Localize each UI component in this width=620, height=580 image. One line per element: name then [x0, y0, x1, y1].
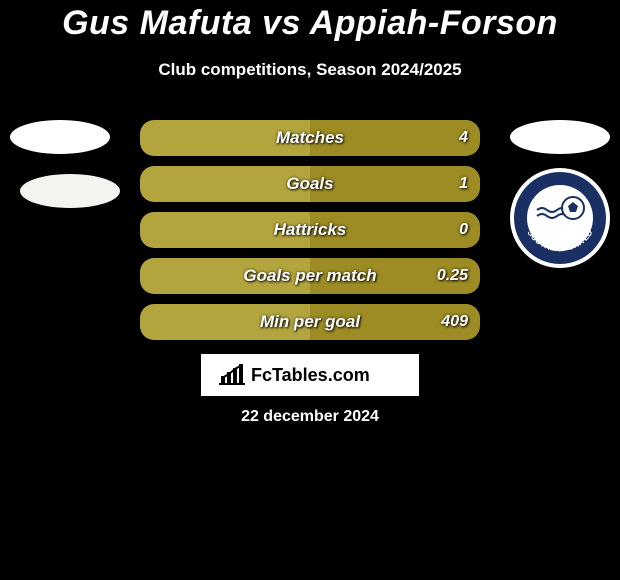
player2-club-badge: SOUTHEND UNITED	[510, 168, 610, 268]
brand-logo: FcTables.com	[201, 354, 419, 396]
stat-value-right: 1	[459, 166, 468, 202]
stat-row: Min per goal409	[140, 304, 480, 340]
stat-label: Goals per match	[140, 258, 480, 294]
stat-bars: Matches4Goals1Hattricks0Goals per match0…	[140, 120, 480, 350]
stat-value-right: 4	[459, 120, 468, 156]
player2-avatar	[510, 120, 610, 154]
subtitle: Club competitions, Season 2024/2025	[0, 60, 620, 80]
stat-label: Matches	[140, 120, 480, 156]
stat-row: Goals1	[140, 166, 480, 202]
brand-text: FcTables.com	[251, 365, 370, 385]
player1-avatar	[10, 120, 110, 154]
stat-value-right: 0	[459, 212, 468, 248]
stat-label: Min per goal	[140, 304, 480, 340]
stat-value-right: 409	[441, 304, 468, 340]
stat-label: Goals	[140, 166, 480, 202]
player1-club-avatar	[20, 174, 120, 208]
stat-row: Matches4	[140, 120, 480, 156]
page-title: Gus Mafuta vs Appiah-Forson	[0, 4, 620, 43]
date-text: 22 december 2024	[0, 408, 620, 426]
stat-row: Hattricks0	[140, 212, 480, 248]
stat-value-right: 0.25	[437, 258, 468, 294]
stat-row: Goals per match0.25	[140, 258, 480, 294]
stat-label: Hattricks	[140, 212, 480, 248]
